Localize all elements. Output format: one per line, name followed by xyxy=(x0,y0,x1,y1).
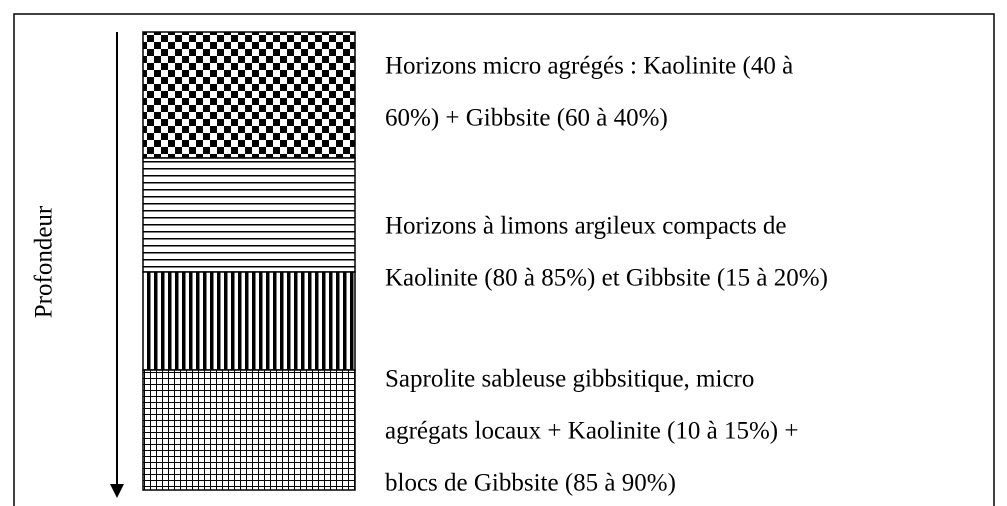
layer-description: agrégats locaux + Kaolinite (10 à 15%) + xyxy=(385,418,798,445)
soil-column xyxy=(142,31,356,491)
layer-description: Horizons à limons argileux compacts de xyxy=(385,213,787,240)
layer-pattern xyxy=(142,157,356,273)
layer-description: blocs de Gibbsite (85 à 90%) xyxy=(385,470,676,497)
arrow-head xyxy=(110,484,124,498)
layer-description: Horizons micro agrégés : Kaolinite (40 à xyxy=(385,53,793,80)
layer-pattern xyxy=(142,369,356,491)
layer-labels: Horizons micro agrégés : Kaolinite (40 à… xyxy=(385,53,828,497)
layer-pattern xyxy=(142,31,356,159)
layer-description: Saprolite sableuse gibbsitique, micro xyxy=(385,366,754,393)
layer-pattern xyxy=(142,271,356,371)
layer-description: 60%) + Gibbsite (60 à 40%) xyxy=(385,105,668,132)
axis-label: Profondeur xyxy=(31,205,58,318)
frame xyxy=(13,13,995,506)
layer-description: Kaolinite (80 à 85%) et Gibbsite (15 à 2… xyxy=(385,265,828,292)
